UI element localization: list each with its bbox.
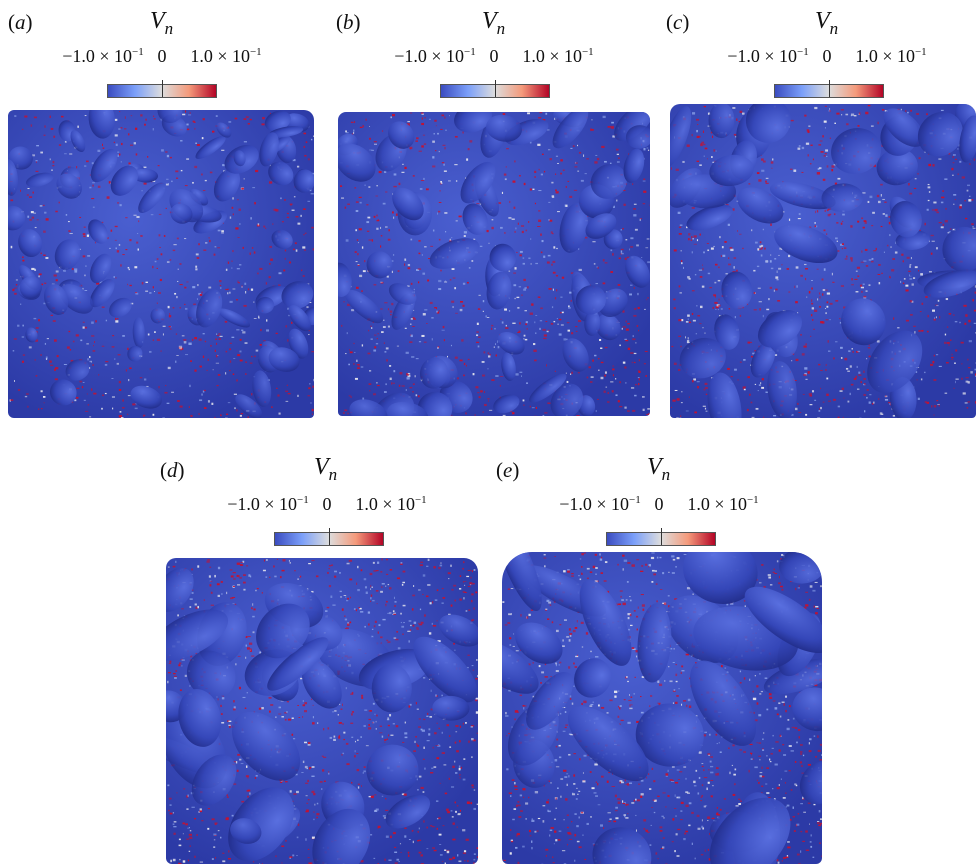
surface-render: [670, 104, 976, 418]
colorbar-title: Vn: [647, 454, 671, 484]
tick-zero: 0: [822, 46, 832, 66]
tick-max: 1.0 × 10−1: [522, 46, 594, 66]
surface-render: [338, 112, 650, 416]
colorbar: [606, 528, 716, 546]
panel-label: (b): [336, 10, 361, 34]
tick-zero: 0: [322, 494, 332, 514]
panel-label: (c): [666, 10, 690, 34]
tick-min: −1.0 × 10−1: [62, 46, 144, 66]
colorbar-ticks: −1.0 × 10−1 0 1.0 × 10−1: [0, 46, 660, 70]
colorbar-title: Vn: [482, 8, 506, 38]
surface-render: [502, 552, 822, 864]
tick-min: −1.0 × 10−1: [394, 46, 476, 66]
panel-label: (d): [160, 458, 185, 482]
colorbar-ticks: −1.0 × 10−1 0 1.0 × 10−1: [0, 494, 840, 518]
tick-zero: 0: [654, 494, 664, 514]
tick-max: 1.0 × 10−1: [855, 46, 927, 66]
panel-label: (a): [8, 10, 33, 34]
tick-zero: 0: [157, 46, 167, 66]
tick-max: 1.0 × 10−1: [355, 494, 427, 514]
tick-min: −1.0 × 10−1: [227, 494, 309, 514]
panel-label: (e): [496, 458, 520, 482]
tick-max: 1.0 × 10−1: [190, 46, 262, 66]
colorbar: [107, 80, 217, 98]
colorbar-ticks: −1.0 × 10−1 0 1.0 × 10−1: [0, 46, 980, 70]
colorbar-title: Vn: [150, 8, 174, 38]
tick-min: −1.0 × 10−1: [559, 494, 641, 514]
surface-render: [166, 558, 478, 864]
tick-min: −1.0 × 10−1: [727, 46, 809, 66]
surface-render: [8, 110, 314, 418]
colorbar-ticks: −1.0 × 10−1 0 1.0 × 10−1: [0, 494, 500, 518]
colorbar-ticks: −1.0 × 10−1 0 1.0 × 10−1: [0, 46, 320, 70]
tick-max: 1.0 × 10−1: [687, 494, 759, 514]
tick-zero: 0: [489, 46, 499, 66]
colorbar: [274, 528, 384, 546]
colorbar-title: Vn: [815, 8, 839, 38]
colorbar: [440, 80, 550, 98]
colorbar: [774, 80, 884, 98]
colorbar-title: Vn: [314, 454, 338, 484]
